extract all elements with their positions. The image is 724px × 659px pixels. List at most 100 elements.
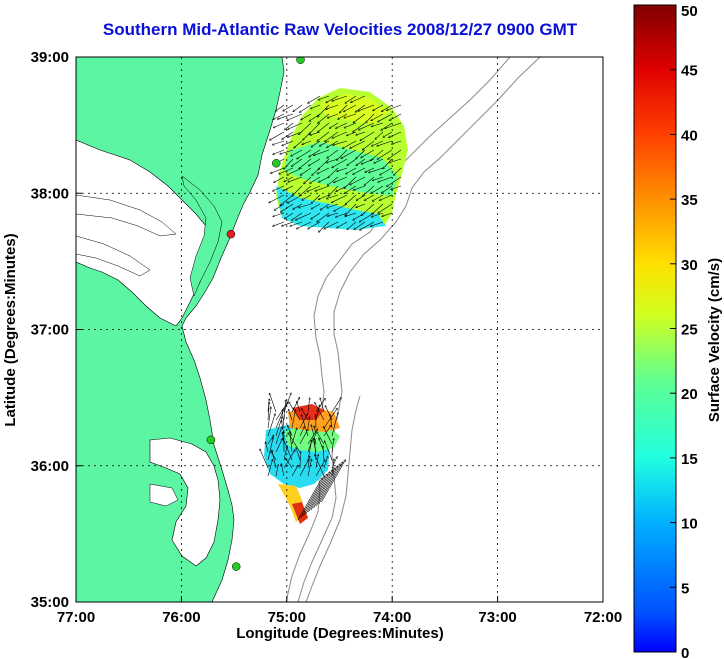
velocity-arrow (318, 122, 330, 132)
velocity-arrow (332, 131, 348, 138)
velocity-arrow (337, 167, 348, 171)
velocity-arrow (317, 167, 330, 174)
velocity-arrow (353, 212, 366, 220)
velocity-arrow (359, 212, 375, 222)
velocity-arrow (385, 122, 402, 128)
velocity-arrow (372, 203, 384, 214)
velocity-arrow (327, 113, 339, 118)
velocity-arrow (280, 149, 294, 154)
colorbar (633, 4, 677, 653)
velocity-arrow (318, 194, 330, 200)
colorbar-tick-label: 35 (681, 192, 698, 209)
velocity-arrow (387, 176, 402, 186)
colorbar-tick-label: 10 (681, 516, 698, 533)
velocity-arrow (285, 212, 294, 219)
velocity-arrow (323, 446, 325, 461)
velocity-arrow (290, 431, 293, 453)
velocity-arrow (275, 465, 278, 477)
velocity-arrow (379, 194, 393, 200)
velocity-arrow (356, 131, 366, 135)
velocity-arrow (389, 131, 402, 137)
velocity-arrow (274, 176, 285, 182)
velocity-arrow (334, 176, 348, 183)
velocity-arrow (291, 465, 298, 477)
velocity-arrow (342, 140, 357, 149)
velocity-arrow (331, 398, 341, 413)
velocity-arrow (350, 176, 366, 185)
velocity-arrow (360, 131, 375, 141)
velocity-arrow (320, 140, 330, 146)
velocity-arrow (287, 113, 303, 120)
velocity-arrow (302, 415, 309, 437)
velocity-arrow (380, 167, 393, 175)
velocity-arrow (302, 474, 327, 517)
x-axis-label: Longitude (Degrees:Minutes) (236, 625, 444, 642)
colorbar-tick-label: 0 (681, 645, 689, 659)
velocity-arrow (299, 429, 308, 445)
tributary-2 (76, 235, 151, 277)
velocity-arrow (292, 185, 303, 196)
velocity-arrow (313, 466, 338, 509)
velocity-arrow (378, 176, 393, 182)
velocity-arrow (336, 185, 348, 191)
velocity-arrow (315, 455, 325, 477)
velocity-arrow (373, 176, 384, 181)
velocity-arrow (299, 427, 304, 437)
velocity-arrow (314, 426, 317, 437)
y-tick-label: 37:00 (31, 322, 69, 339)
northern-field-low-speed (276, 186, 386, 230)
velocity-arrow (314, 149, 330, 155)
velocity-arrow (297, 221, 312, 229)
velocity-arrow (288, 409, 293, 421)
velocity-arrow (318, 158, 330, 169)
colorbar-tick-label: 45 (681, 63, 698, 80)
velocity-arrow (361, 149, 375, 158)
velocity-arrow (328, 167, 339, 178)
velocity-arrow (341, 149, 357, 158)
velocity-arrow (326, 95, 339, 103)
velocity-arrow (353, 185, 366, 190)
velocity-arrow (275, 439, 282, 453)
velocity-arrow (338, 113, 348, 119)
velocity-arrow (383, 158, 393, 169)
velocity-arrow (344, 122, 357, 128)
velocity-arrow (350, 140, 366, 148)
colorbar-tick-label: 25 (681, 322, 698, 339)
velocity-arrow (315, 464, 340, 507)
velocity-arrow (344, 185, 357, 194)
velocity-arrow (327, 212, 339, 216)
velocity-arrow (378, 113, 393, 122)
y-tick-label: 38:00 (31, 185, 69, 202)
velocity-arrow (300, 167, 312, 175)
velocity-arrow (347, 221, 357, 229)
velocity-arrow (323, 425, 331, 437)
velocity-arrow (307, 456, 310, 469)
velocity-arrow (351, 95, 366, 102)
isobath-50m (285, 57, 511, 602)
velocity-arrow (272, 450, 277, 469)
velocity-arrow (325, 441, 333, 461)
velocity-arrow (373, 104, 384, 111)
velocity-arrow (372, 122, 384, 126)
velocity-arrow (273, 185, 285, 191)
velocity-arrow (311, 212, 321, 219)
velocity-arrow (273, 221, 285, 226)
velocity-arrow (267, 414, 275, 437)
velocity-arrow (371, 185, 384, 193)
y-tick-label: 35:00 (31, 594, 69, 611)
velocity-arrow (275, 427, 282, 445)
velocity-arrow (372, 140, 384, 146)
velocity-arrow (273, 122, 285, 128)
velocity-arrow (331, 439, 334, 453)
velocity-arrow (321, 460, 345, 503)
y-tick-label: 39:00 (31, 49, 69, 66)
velocity-arrow (388, 149, 402, 159)
velocity-arrow (369, 167, 384, 173)
velocity-arrow (288, 122, 303, 129)
velocity-arrow (334, 203, 348, 211)
velocity-arrow (324, 221, 339, 229)
velocity-arrow (300, 104, 312, 112)
velocity-arrow (383, 131, 393, 137)
velocity-arrow (318, 462, 343, 505)
